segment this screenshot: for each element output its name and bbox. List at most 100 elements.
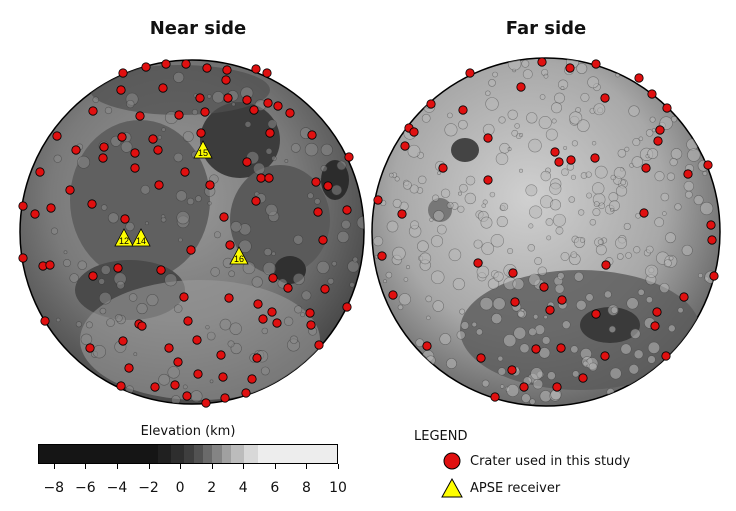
- surface-crater: [557, 272, 565, 280]
- crater-marker: [265, 128, 275, 138]
- crater-marker: [400, 141, 410, 151]
- surface-crater: [702, 171, 708, 176]
- station-14-label: 14: [136, 236, 146, 246]
- colorbar-tick-label: 8: [301, 480, 311, 496]
- crater-marker: [565, 63, 575, 73]
- surface-crater: [98, 291, 112, 305]
- surface-crater: [511, 129, 519, 137]
- surface-crater: [526, 112, 538, 124]
- surface-crater: [186, 197, 195, 206]
- crater-marker: [71, 145, 81, 155]
- surface-crater: [160, 216, 167, 223]
- surface-crater: [75, 321, 82, 328]
- surface-crater: [569, 111, 583, 125]
- surface-crater: [528, 273, 541, 286]
- surface-crater: [609, 367, 622, 380]
- crater-marker: [118, 336, 128, 346]
- surface-crater: [231, 102, 236, 107]
- apse-station-14: 14: [131, 228, 151, 247]
- surface-crater: [436, 224, 447, 235]
- crater-marker: [655, 125, 665, 135]
- station-12-label: 12: [119, 236, 129, 246]
- surface-crater: [459, 183, 468, 193]
- crater-marker: [141, 62, 151, 72]
- surface-crater: [598, 202, 606, 210]
- crater-marker: [196, 128, 206, 138]
- surface-crater: [604, 290, 612, 299]
- surface-crater: [492, 71, 498, 78]
- colorbar-title: Elevation (km): [140, 424, 236, 439]
- surface-crater: [456, 330, 466, 340]
- surface-crater: [207, 201, 212, 206]
- crater-marker: [251, 64, 261, 74]
- surface-crater: [537, 266, 548, 276]
- surface-crater: [136, 302, 148, 315]
- elevation-colorbar: [38, 444, 338, 464]
- crater-marker: [377, 251, 387, 261]
- surface-crater: [570, 251, 578, 259]
- crater-marker: [241, 388, 251, 398]
- colorbar-tick-mark: [338, 464, 339, 469]
- surface-crater: [251, 276, 263, 288]
- crater-marker: [154, 180, 164, 190]
- surface-crater: [403, 277, 409, 282]
- surface-crater: [588, 362, 598, 372]
- surface-crater: [261, 327, 269, 335]
- far-side-title: Far side: [505, 18, 587, 39]
- crater-marker: [591, 59, 601, 69]
- crater-marker: [45, 260, 55, 270]
- crater-marker: [662, 103, 672, 113]
- crater-marker: [591, 309, 601, 319]
- surface-crater: [327, 277, 335, 285]
- surface-crater: [538, 347, 551, 359]
- crater-marker: [192, 335, 202, 345]
- crater-marker: [182, 391, 192, 401]
- surface-crater: [331, 184, 343, 196]
- surface-crater: [532, 378, 544, 390]
- crater-marker: [193, 369, 203, 379]
- crater-marker: [161, 59, 171, 69]
- station-16-label: 16: [234, 254, 244, 264]
- surface-crater: [106, 318, 115, 327]
- crater-marker: [253, 299, 263, 309]
- surface-crater: [458, 119, 468, 130]
- surface-crater: [92, 344, 107, 359]
- surface-crater: [479, 297, 494, 311]
- crater-marker: [634, 73, 644, 83]
- surface-crater: [551, 118, 557, 124]
- surface-crater: [336, 160, 347, 171]
- surface-crater: [591, 182, 605, 195]
- red-circle-icon: [440, 450, 464, 472]
- crater-marker: [35, 167, 45, 177]
- surface-crater: [521, 393, 531, 403]
- surface-crater: [176, 211, 190, 225]
- surface-crater: [492, 297, 506, 311]
- apse-station-12: 12: [114, 228, 134, 247]
- surface-crater: [457, 205, 465, 213]
- crater-marker: [52, 131, 62, 141]
- surface-crater: [228, 270, 235, 278]
- surface-crater: [263, 247, 272, 257]
- crater-marker: [174, 110, 184, 120]
- colorbar-tick-label: −4: [106, 480, 128, 496]
- surface-crater: [429, 217, 434, 222]
- crater-marker: [318, 235, 328, 245]
- crater-marker: [409, 127, 419, 137]
- surface-crater: [498, 116, 506, 124]
- surface-crater: [593, 103, 606, 116]
- crater-marker: [476, 353, 486, 363]
- surface-crater: [406, 265, 410, 270]
- surface-crater: [63, 259, 71, 268]
- surface-crater: [561, 320, 571, 330]
- surface-crater: [352, 256, 359, 263]
- crater-marker: [156, 265, 166, 275]
- crater-marker: [170, 380, 180, 390]
- surface-crater: [265, 147, 273, 155]
- crater-marker: [256, 173, 266, 183]
- crater-marker: [262, 68, 272, 78]
- surface-crater: [497, 367, 507, 376]
- surface-crater: [487, 278, 500, 290]
- surface-crater: [507, 58, 522, 71]
- colorbar-tick-label: −6: [75, 480, 96, 496]
- surface-crater: [632, 138, 641, 147]
